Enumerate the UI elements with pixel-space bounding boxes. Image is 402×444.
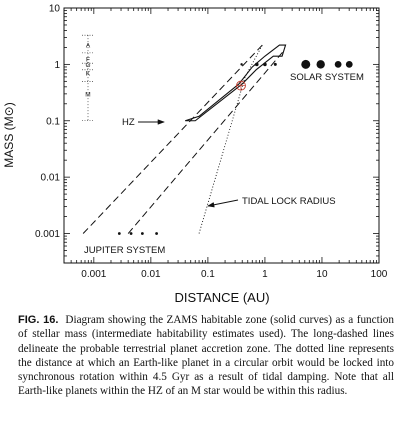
chart-series <box>82 44 287 234</box>
y-tick-label: 10 <box>49 4 61 15</box>
y-tick-label: 0.001 <box>35 229 60 240</box>
x-tick-label: 100 <box>371 269 388 280</box>
hz-label: HZ <box>122 117 135 128</box>
chart-marks <box>117 59 353 235</box>
jupiter-moon <box>117 232 121 235</box>
y-tick-label: 0.1 <box>46 116 60 127</box>
solar-system-planet <box>316 60 325 69</box>
solar-system-planet <box>254 62 259 67</box>
x-tick-label: 0.001 <box>81 269 106 280</box>
jupiter-moon <box>155 232 158 235</box>
accretion-zone-line <box>127 49 285 234</box>
solar-system-planet <box>240 63 243 66</box>
jupiter-moon <box>140 232 144 235</box>
spectral-class-label: M <box>85 91 90 98</box>
x-tick-label: 1 <box>262 269 268 280</box>
x-tick-label: 0.01 <box>141 269 161 280</box>
x-tick-label: 10 <box>316 269 328 280</box>
accretion-zone-line <box>82 44 263 234</box>
plot-frame <box>63 7 380 264</box>
solar-system-planet <box>301 59 311 69</box>
caption-text: Diagram showing the ZAMS habitable zone … <box>18 314 394 398</box>
tidal-lock-arrow <box>207 199 239 208</box>
solar-system-planet <box>345 60 353 68</box>
y-tick-label: 1 <box>54 60 60 71</box>
figure-caption: FIG. 16. Diagram showing the ZAMS habita… <box>18 313 394 399</box>
habitable-zone-outline <box>185 44 287 122</box>
axis-ticks: 0.001 0.01 0.1 1 10 0.001 0.01 0.1 1 10 100 <box>35 4 388 281</box>
tidal-lock-line <box>198 44 263 234</box>
y-tick-label: 0.01 <box>41 173 61 184</box>
y-axis-title: MASS (M⊙) <box>2 102 16 167</box>
spectral-class-label: K <box>86 71 91 78</box>
spectral-class-label: A <box>86 43 91 50</box>
x-tick-label: 0.1 <box>201 269 215 280</box>
figure-label: FIG. 16. <box>18 314 59 326</box>
solar-system-planet <box>273 62 277 66</box>
solar-system-planet <box>334 60 342 68</box>
spectral-class-label: F <box>86 56 90 63</box>
tidal-lock-label: TIDAL LOCK RADIUS <box>242 196 336 207</box>
x-axis-title: DISTANCE (AU) <box>174 290 269 305</box>
spectral-class-label: G <box>85 62 90 69</box>
solar-system-planet <box>263 62 267 67</box>
solar-system-label: SOLAR SYSTEM <box>290 72 364 83</box>
jupiter-moon <box>129 232 133 235</box>
jupiter-system-label: JUPITER SYSTEM <box>84 245 165 256</box>
